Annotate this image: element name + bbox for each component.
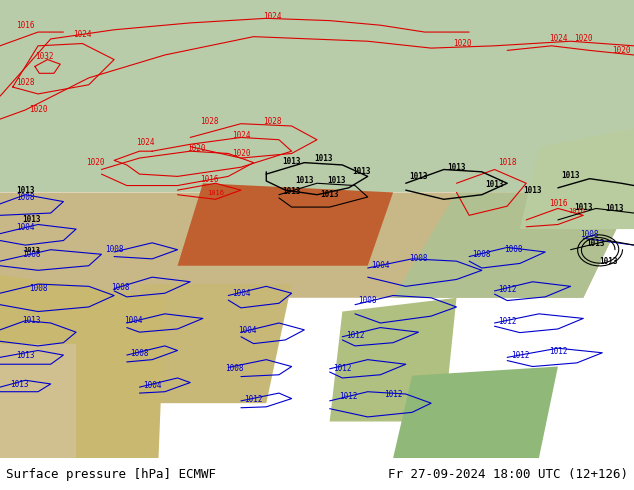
Text: 1024: 1024 bbox=[231, 131, 250, 140]
Text: 1008: 1008 bbox=[29, 284, 48, 293]
Polygon shape bbox=[139, 284, 292, 403]
Text: 1004: 1004 bbox=[238, 326, 257, 335]
Text: 1013: 1013 bbox=[16, 186, 35, 195]
Text: 1012: 1012 bbox=[510, 351, 529, 361]
Text: 1004: 1004 bbox=[371, 261, 390, 270]
Text: 1024: 1024 bbox=[548, 34, 567, 44]
Polygon shape bbox=[178, 183, 393, 266]
Text: 1016: 1016 bbox=[16, 21, 35, 30]
Text: 1032: 1032 bbox=[35, 52, 54, 61]
Text: 1004: 1004 bbox=[124, 316, 143, 325]
Text: 1008: 1008 bbox=[580, 230, 599, 239]
Text: 1012: 1012 bbox=[333, 364, 352, 373]
Text: 1013: 1013 bbox=[295, 176, 314, 186]
Text: 1020: 1020 bbox=[86, 158, 105, 167]
Polygon shape bbox=[0, 275, 165, 458]
Text: Fr 27-09-2024 18:00 UTC (12+126): Fr 27-09-2024 18:00 UTC (12+126) bbox=[387, 467, 628, 481]
Text: 1008: 1008 bbox=[225, 364, 244, 373]
Text: 1004: 1004 bbox=[16, 223, 35, 232]
Text: 1013: 1013 bbox=[282, 187, 301, 196]
Text: 1013: 1013 bbox=[574, 202, 593, 212]
Text: 1013: 1013 bbox=[523, 186, 542, 195]
Text: 1028: 1028 bbox=[200, 117, 219, 126]
Text: 1016: 1016 bbox=[548, 199, 567, 208]
Text: 1020: 1020 bbox=[29, 105, 48, 115]
Text: 1012: 1012 bbox=[498, 285, 517, 294]
Text: 1028: 1028 bbox=[263, 117, 282, 126]
Text: 1016: 1016 bbox=[200, 175, 219, 184]
Text: 1008: 1008 bbox=[504, 245, 523, 254]
Text: 1013: 1013 bbox=[22, 216, 41, 224]
Polygon shape bbox=[0, 343, 76, 458]
Text: 1016: 1016 bbox=[207, 190, 224, 196]
Text: 1013: 1013 bbox=[485, 180, 504, 189]
Text: 1013: 1013 bbox=[447, 163, 466, 172]
Polygon shape bbox=[393, 193, 634, 298]
Text: 1004: 1004 bbox=[231, 289, 250, 298]
Text: 1013: 1013 bbox=[23, 246, 40, 253]
Text: 1013: 1013 bbox=[22, 316, 41, 325]
Text: 1013: 1013 bbox=[586, 239, 605, 248]
Text: 1024: 1024 bbox=[136, 138, 155, 147]
Text: 1020: 1020 bbox=[574, 34, 593, 44]
Text: 1013: 1013 bbox=[352, 167, 371, 176]
Text: 1024: 1024 bbox=[73, 30, 92, 39]
Text: 1008: 1008 bbox=[409, 254, 428, 263]
Polygon shape bbox=[330, 298, 456, 421]
Text: 1008: 1008 bbox=[472, 250, 491, 259]
Text: 1013: 1013 bbox=[605, 204, 624, 213]
Text: 1012: 1012 bbox=[548, 347, 567, 356]
Text: 1020: 1020 bbox=[453, 39, 472, 48]
Text: 1012: 1012 bbox=[384, 391, 403, 399]
Text: 1013: 1013 bbox=[409, 172, 428, 181]
Text: 1013: 1013 bbox=[599, 257, 618, 266]
Text: 1020: 1020 bbox=[187, 145, 206, 153]
Text: 1013: 1013 bbox=[16, 350, 35, 360]
Polygon shape bbox=[0, 193, 634, 298]
Text: 1013: 1013 bbox=[561, 171, 580, 179]
Polygon shape bbox=[520, 128, 634, 229]
Text: 1008: 1008 bbox=[130, 349, 149, 358]
Text: 1020: 1020 bbox=[231, 149, 250, 158]
Text: 1012: 1012 bbox=[346, 331, 365, 340]
Polygon shape bbox=[0, 0, 634, 193]
Text: 1016: 1016 bbox=[569, 208, 585, 214]
Text: 1013: 1013 bbox=[327, 176, 346, 186]
Text: 1012: 1012 bbox=[244, 395, 263, 404]
Text: 1008: 1008 bbox=[111, 283, 130, 292]
Polygon shape bbox=[393, 367, 558, 458]
Text: 1013: 1013 bbox=[320, 190, 339, 199]
Text: 1012: 1012 bbox=[339, 392, 358, 401]
Text: 1008: 1008 bbox=[358, 295, 377, 305]
Text: 1008: 1008 bbox=[105, 245, 124, 254]
Text: 1013: 1013 bbox=[314, 153, 333, 163]
Text: 1008: 1008 bbox=[22, 250, 41, 259]
Text: Surface pressure [hPa] ECMWF: Surface pressure [hPa] ECMWF bbox=[6, 467, 216, 481]
Text: 1028: 1028 bbox=[16, 78, 35, 87]
Text: 1024: 1024 bbox=[263, 12, 282, 21]
Text: 1013: 1013 bbox=[10, 380, 29, 390]
Text: 1020: 1020 bbox=[612, 46, 631, 55]
Text: 1018: 1018 bbox=[498, 158, 517, 167]
Text: 1012: 1012 bbox=[498, 317, 517, 326]
Text: 1008: 1008 bbox=[16, 194, 35, 202]
Text: 1004: 1004 bbox=[143, 381, 162, 390]
Text: 1013: 1013 bbox=[282, 157, 301, 166]
